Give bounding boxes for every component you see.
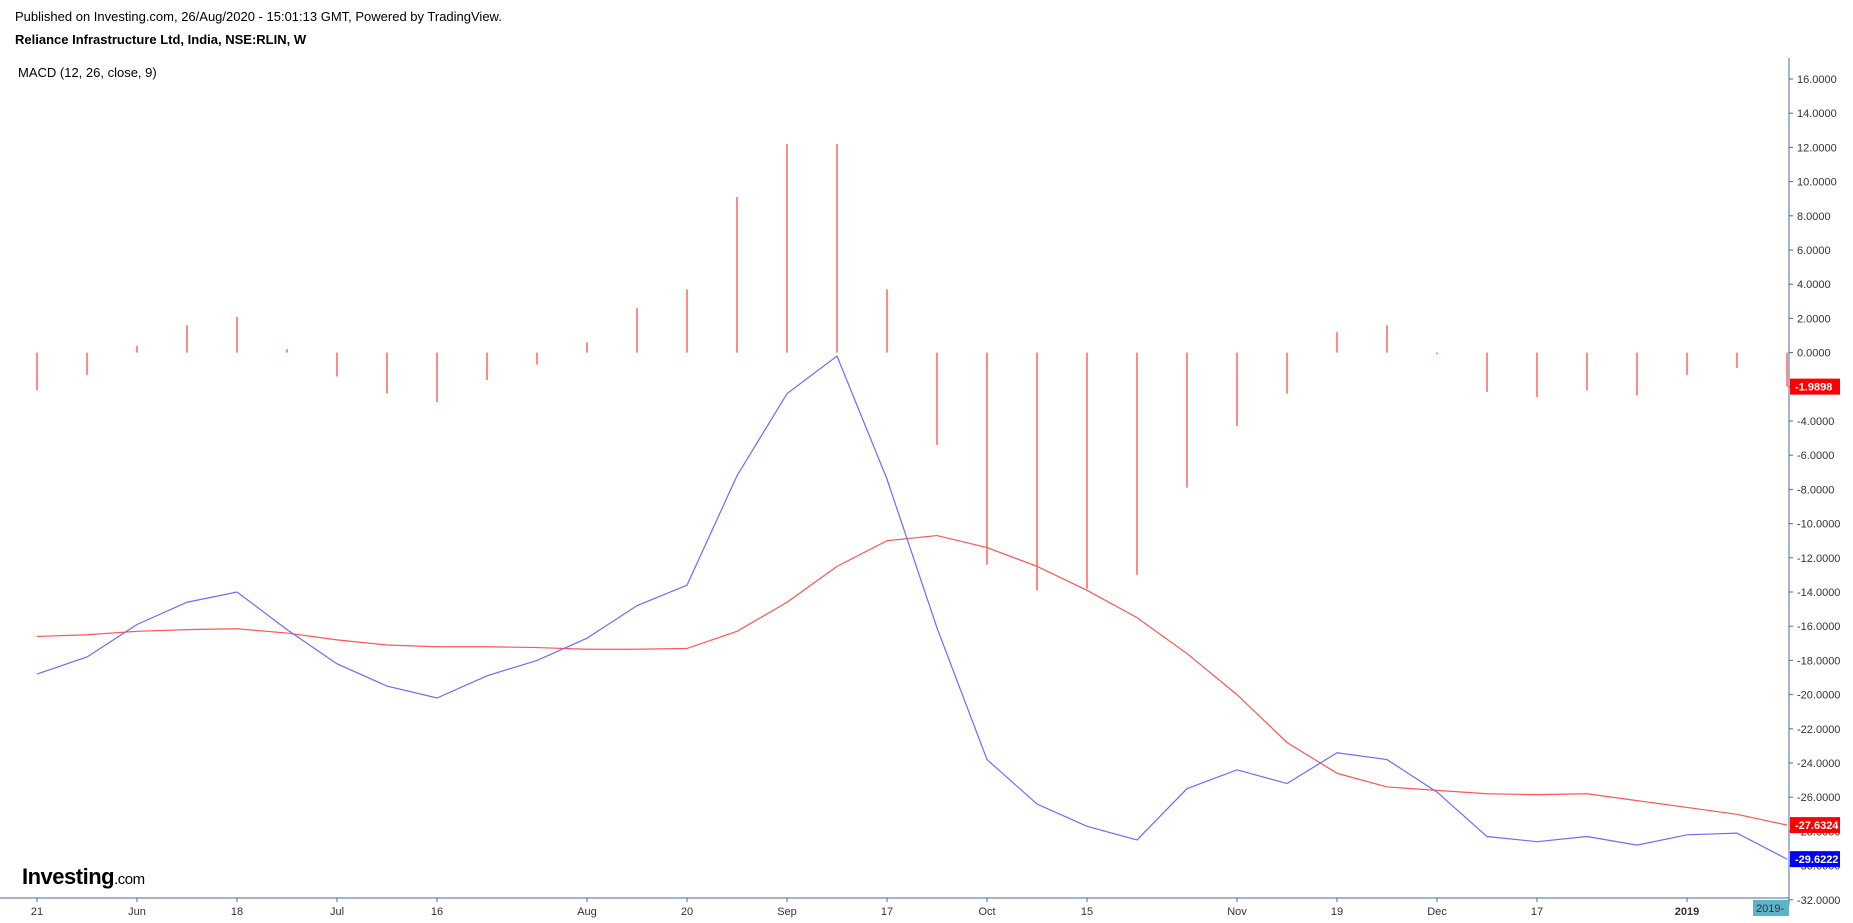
y-tick-label: -26.0000 xyxy=(1797,792,1840,804)
x-tick-label: 17 xyxy=(1531,906,1543,918)
y-tick-label: -4.0000 xyxy=(1797,416,1834,428)
x-tick-label: 19 xyxy=(1331,906,1343,918)
histogram-value-tag: -1.9898 xyxy=(1790,378,1840,395)
x-tick-label: 2019 xyxy=(1675,906,1699,918)
y-tick-label: -10.0000 xyxy=(1797,519,1840,531)
y-tick-label: -12.0000 xyxy=(1797,553,1840,565)
signal-value-tag-bg xyxy=(1790,817,1840,834)
publish-info: Published on Investing.com, 26/Aug/2020 … xyxy=(15,9,502,24)
y-tick-label: -16.0000 xyxy=(1797,621,1840,633)
signal-value-tag-text: -27.6324 xyxy=(1795,820,1839,832)
macd-line xyxy=(36,355,1788,860)
x-tick-label: 21 xyxy=(31,906,43,918)
histogram-value-tag-text: -1.9898 xyxy=(1795,382,1832,394)
y-tick-label: -18.0000 xyxy=(1797,655,1840,667)
y-tick-label: -20.0000 xyxy=(1797,690,1840,702)
signal-line xyxy=(36,534,1788,826)
y-tick-label: -14.0000 xyxy=(1797,587,1840,599)
macd-value-tag-bg xyxy=(1790,851,1840,868)
macd-value-tag-text: -29.6222 xyxy=(1795,854,1838,866)
y-tick-label: 14.0000 xyxy=(1797,108,1837,120)
x-tick-label: Sep xyxy=(777,906,797,918)
time-tag-bg xyxy=(1753,900,1789,916)
y-tick-label: -24.0000 xyxy=(1797,758,1840,770)
x-tick-label: 16 xyxy=(431,906,443,918)
histogram-layer xyxy=(36,143,1788,591)
x-tick-label: Aug xyxy=(577,906,597,918)
y-tick-label: 8.0000 xyxy=(1797,211,1831,223)
y-tick-label: 6.0000 xyxy=(1797,245,1831,257)
x-tick-label: Jul xyxy=(330,906,344,918)
time-tag: 2019- xyxy=(1753,900,1789,916)
lines-layer xyxy=(36,355,1788,860)
x-tick-label: 20 xyxy=(681,906,693,918)
x-tick-label: 18 xyxy=(231,906,243,918)
x-tick-label: Dec xyxy=(1427,906,1447,918)
x-tick-label: Oct xyxy=(978,906,995,918)
y-tick-label: 2.0000 xyxy=(1797,313,1831,325)
price-tags: -1.9898 -27.6324 -29.6222 2019- xyxy=(1753,378,1840,916)
y-tick-label: 10.0000 xyxy=(1797,177,1837,189)
macd-value-tag: -29.6222 xyxy=(1790,851,1840,868)
y-tick-label: 4.0000 xyxy=(1797,279,1831,291)
y-tick-label: 0.0000 xyxy=(1797,348,1831,360)
signal-value-tag: -27.6324 xyxy=(1790,817,1840,834)
indicator-label: MACD (12, 26, close, 9) xyxy=(18,65,157,80)
x-tick-label: 15 xyxy=(1081,906,1093,918)
logo-main: Investing xyxy=(22,864,115,889)
y-tick-label: 12.0000 xyxy=(1797,142,1837,154)
x-tick-label: Nov xyxy=(1227,906,1247,918)
y-tick-label: -6.0000 xyxy=(1797,450,1834,462)
instrument-title: Reliance Infrastructure Ltd, India, NSE:… xyxy=(15,32,307,47)
y-tick-label: -32.0000 xyxy=(1797,895,1840,907)
time-tag-text: 2019- xyxy=(1756,903,1784,915)
y-tick-label: 16.0000 xyxy=(1797,74,1837,86)
x-tick-label: 17 xyxy=(881,906,893,918)
x-tick-label: Jun xyxy=(128,906,146,918)
investing-logo: Investing.com xyxy=(22,864,145,890)
y-tick-label: -8.0000 xyxy=(1797,484,1834,496)
y-tick-label: -22.0000 xyxy=(1797,724,1840,736)
histogram-value-tag-bg xyxy=(1790,378,1840,395)
axis-layer: 16.0000 14.0000 12.0000 10.0000 8.0000 6.0000… xyxy=(0,58,1840,918)
logo-suffix: .com xyxy=(114,871,145,888)
